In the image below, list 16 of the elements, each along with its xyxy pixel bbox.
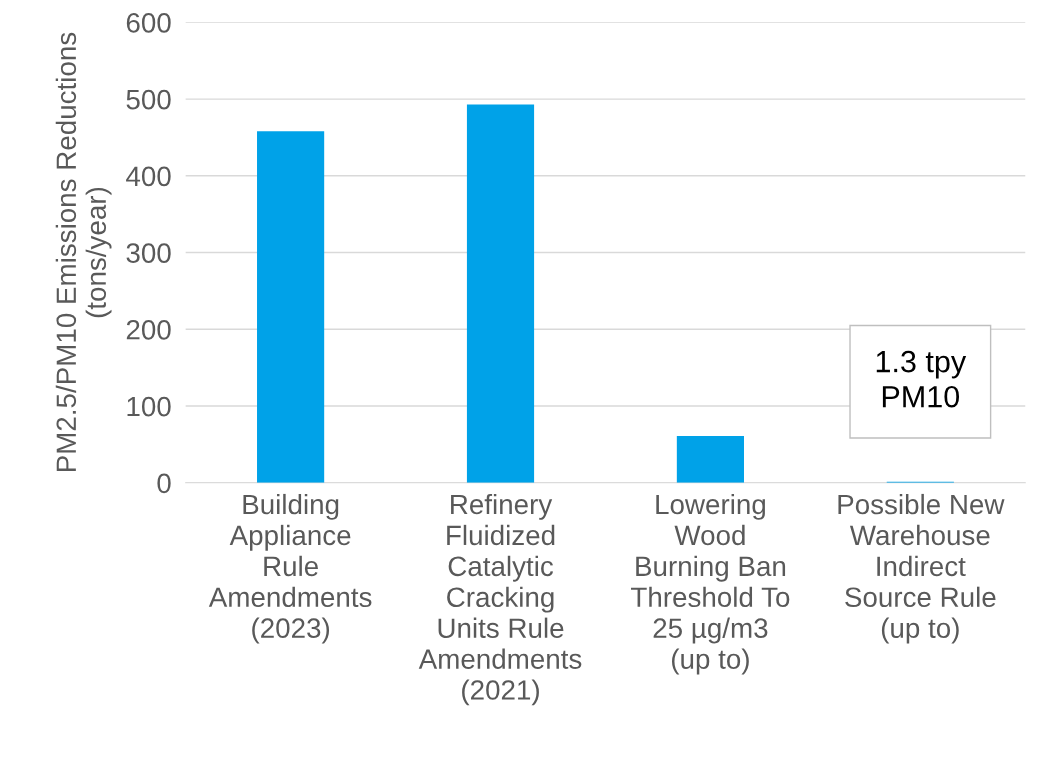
x-tick-label: Possible New Warehouse Indirect Source Rule (up to) — [838, 493, 1005, 644]
y-tick-label: 300 — [126, 243, 171, 263]
x-tick-label: Lowering Wood Burning Ban Threshold To 25 µg/m3 (up to) — [631, 493, 790, 675]
annotation: 1.3 tpy PM10 — [876, 350, 967, 408]
bar — [466, 104, 535, 483]
y-tick-label: 100 — [127, 396, 171, 417]
bar — [676, 435, 744, 483]
x-tick-label: Refinery Fluidized Catalytic Cracking Units Rule Amendments (2021) — [418, 493, 582, 706]
y-tick-label: 200 — [126, 319, 171, 340]
y-tick-label: 500 — [126, 89, 171, 110]
bar — [257, 131, 325, 483]
x-tick-label: Building Appliance Rule Amendments (2023) — [208, 493, 372, 644]
y-tick-label: 400 — [126, 166, 171, 187]
y-tick-label: 0 — [157, 473, 171, 494]
y-axis-title: PM2.5/PM10 Emissions Reductions (tons/year) — [55, 32, 112, 472]
y-tick-label: 600 — [126, 13, 171, 33]
